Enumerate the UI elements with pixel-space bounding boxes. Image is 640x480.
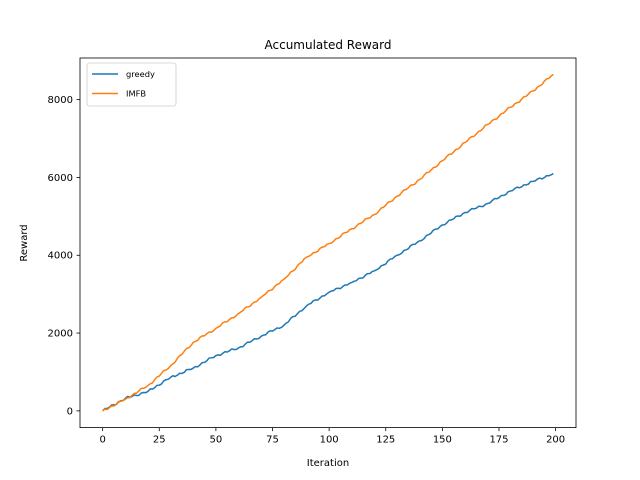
- y-tick-label: 8000: [48, 95, 73, 106]
- y-axis: 0 2000 4000 6000 8000: [48, 95, 80, 417]
- series-layer: [102, 73, 554, 412]
- y-tick-label: 2000: [48, 329, 73, 340]
- x-tick-label: 175: [489, 435, 508, 446]
- y-tick-label: 6000: [48, 173, 73, 184]
- x-tick-label: 100: [320, 435, 339, 446]
- y-tick-label: 4000: [48, 251, 73, 262]
- x-tick-label: 200: [546, 435, 565, 446]
- y-tick-label: 0: [67, 406, 73, 417]
- x-tick-label: 125: [376, 435, 395, 446]
- chart-title: Accumulated Reward: [265, 38, 392, 52]
- series-line-imfb: [102, 73, 554, 412]
- x-axis: 0 25 50 75 100 125 150 175 200: [99, 427, 565, 446]
- x-tick-label: 25: [153, 435, 166, 446]
- legend: greedy IMFB: [86, 62, 177, 107]
- plot-frame: [79, 57, 577, 429]
- x-tick-label: 75: [266, 435, 279, 446]
- x-tick-label: 0: [99, 435, 105, 446]
- series-line-greedy: [102, 172, 554, 412]
- x-tick-label: 50: [210, 435, 223, 446]
- x-axis-label: Iteration: [307, 458, 349, 469]
- y-axis-label: Reward: [19, 224, 30, 261]
- legend-label: greedy: [126, 69, 155, 79]
- x-tick-label: 150: [433, 435, 452, 446]
- legend-label: IMFB: [126, 89, 146, 99]
